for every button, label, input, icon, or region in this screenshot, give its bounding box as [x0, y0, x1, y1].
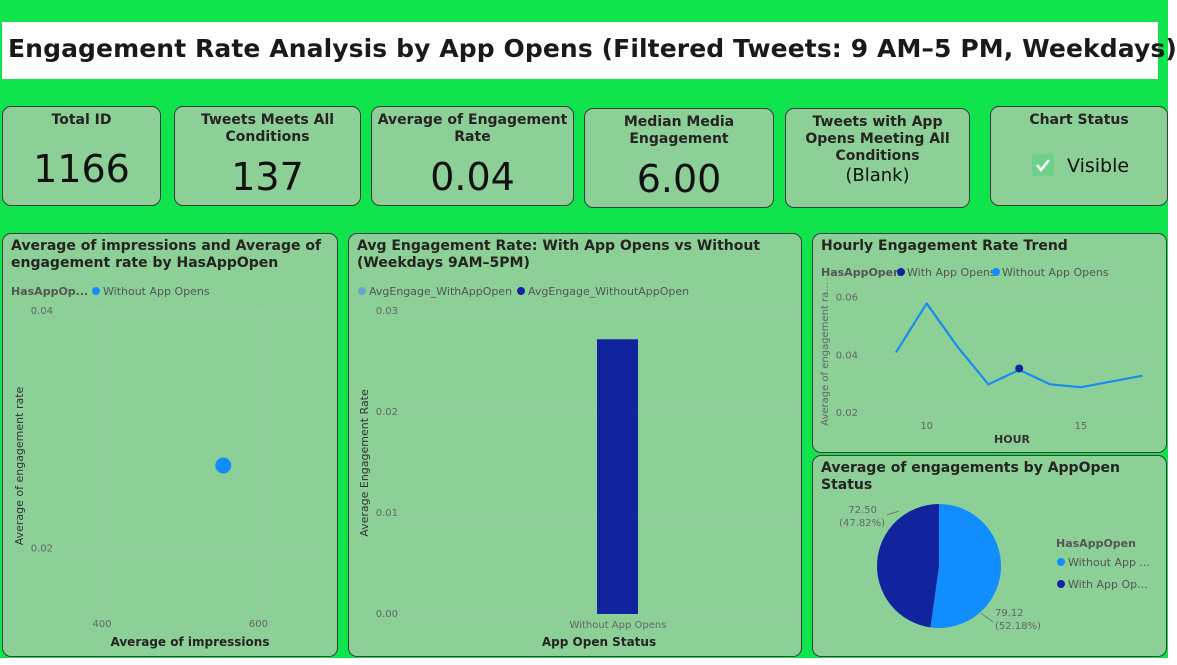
chart-status-value: Visible [1067, 155, 1130, 177]
y-axis-title: Average Engagement Rate [358, 389, 371, 537]
legend-item: AvgEngage_WithAppOpen [369, 285, 512, 298]
kpi-card-total-id[interactable]: Total ID 1166 [2, 106, 161, 206]
x-tick-label: 10 [920, 421, 933, 432]
data-label: 79.12 [995, 608, 1024, 619]
pie-slice [930, 504, 1001, 628]
legend-marker [1057, 558, 1065, 566]
page-title: Engagement Rate Analysis by App Opens (F… [8, 34, 1177, 63]
kpi-card-chart-status[interactable]: Chart Status Visible [990, 106, 1168, 206]
kpi-label: Average of Engagement Rate [377, 112, 568, 145]
checkmark-icon [1032, 154, 1054, 176]
leader-line [980, 612, 994, 623]
kpi-label: Chart Status [1029, 112, 1129, 128]
legend-item: With App Op... [1068, 578, 1148, 591]
bar [597, 339, 638, 614]
y-tick-label: 0.03 [376, 306, 398, 317]
y-tick-label: 0.04 [836, 350, 858, 361]
kpi-card-median-media[interactable]: Median Media Engagement 6.00 [584, 108, 774, 208]
kpi-card-app-opens-meeting[interactable]: Tweets with App Opens Meeting All Condit… [785, 108, 970, 208]
series-point-with-app-opens [1015, 364, 1024, 373]
legend-marker [92, 287, 100, 295]
legend-title: HasAppOpen [821, 266, 901, 279]
leader-line [886, 510, 900, 516]
y-tick-label: 0.00 [376, 609, 398, 620]
scatter-chart: HasAppOp... Without App Opens 0.04 0.02 400 6… [11, 285, 321, 649]
legend-marker [517, 287, 525, 295]
legend-marker [1057, 580, 1065, 588]
kpi-label: Tweets Meets All Conditions [200, 112, 335, 145]
line-panel[interactable]: Hourly Engagement Rate Trend HasAppOpen W… [812, 233, 1167, 453]
kpi-value: 1166 [33, 147, 130, 191]
kpi-card-tweets-meets[interactable]: Tweets Meets All Conditions 137 [174, 106, 361, 206]
series-line-without-app-opens [894, 302, 1143, 389]
y-tick-label: 0.01 [376, 508, 398, 519]
legend-marker [992, 268, 1000, 276]
data-label-pct: (52.18%) [995, 621, 1041, 632]
legend-title: HasAppOp... [11, 285, 88, 298]
scatter-panel[interactable]: Average of impressions and Average of en… [2, 233, 338, 657]
data-label-pct: (47.82%) [839, 518, 885, 529]
legend-item: With App Opens [907, 266, 996, 279]
y-tick-label: 0.02 [31, 544, 53, 555]
x-tick-label: 15 [1075, 421, 1088, 432]
legend-item: AvgEngage_WithoutAppOpen [528, 285, 689, 298]
y-tick-label: 0.02 [376, 407, 398, 418]
kpi-value: 137 [231, 155, 304, 199]
x-axis-title: Average of impressions [111, 635, 270, 649]
y-tick-label: 0.02 [836, 408, 858, 419]
x-axis-title: App Open Status [542, 635, 656, 649]
legend-marker [897, 268, 905, 276]
line-title: Hourly Engagement Rate Trend [821, 238, 1068, 254]
title-bar: Engagement Rate Analysis by App Opens (F… [2, 22, 1177, 79]
pie-slice [877, 504, 939, 628]
y-axis-title: Average of engagement ra... [820, 282, 831, 426]
kpi-label: Median Media Engagement [623, 114, 735, 147]
legend-item: Without App Opens [103, 285, 210, 298]
x-tick-label: 600 [249, 619, 268, 630]
scatter-point [215, 457, 232, 474]
line-chart: HasAppOpen With App Opens Without App Open… [820, 266, 1158, 446]
bar-title: Avg Engagement Rate: With App Opens vs W… [357, 238, 761, 271]
x-axis-title: HOUR [994, 433, 1030, 446]
pie-title: Average of engagements by AppOpen Status [821, 460, 1120, 493]
scatter-title: Average of impressions and Average of en… [11, 238, 322, 271]
bar-panel[interactable]: Avg Engagement Rate: With App Opens vs W… [348, 233, 802, 657]
pie-panel[interactable]: Average of engagements by AppOpen Status… [812, 455, 1167, 657]
y-axis-title: Average of engagement rate [13, 386, 26, 545]
legend-title: HasAppOpen [1056, 537, 1136, 550]
bar-chart: AvgEngage_WithAppOpen AvgEngage_WithoutAp… [358, 285, 793, 649]
kpi-value: 0.04 [430, 155, 515, 199]
legend-marker [358, 287, 366, 295]
data-label: 72.50 [848, 505, 877, 516]
x-tick-label: Without App Opens [570, 620, 667, 631]
x-tick-label: 400 [93, 619, 112, 630]
y-tick-label: 0.06 [836, 293, 858, 304]
legend-item: Without App Opens [1002, 266, 1109, 279]
kpi-label: Tweets with App Opens Meeting All Condit… [805, 114, 950, 164]
kpi-value: 6.00 [636, 157, 722, 201]
kpi-label: Total ID [51, 112, 112, 128]
kpi-value: (Blank) [845, 165, 910, 186]
pie-chart: 79.12 (52.18%) 72.50 (47.82%) HasAppOpen With… [839, 504, 1150, 632]
kpi-card-avg-engagement[interactable]: Average of Engagement Rate 0.04 [371, 106, 574, 206]
y-tick-label: 0.04 [31, 306, 53, 317]
legend-item: Without App ... [1068, 556, 1150, 569]
